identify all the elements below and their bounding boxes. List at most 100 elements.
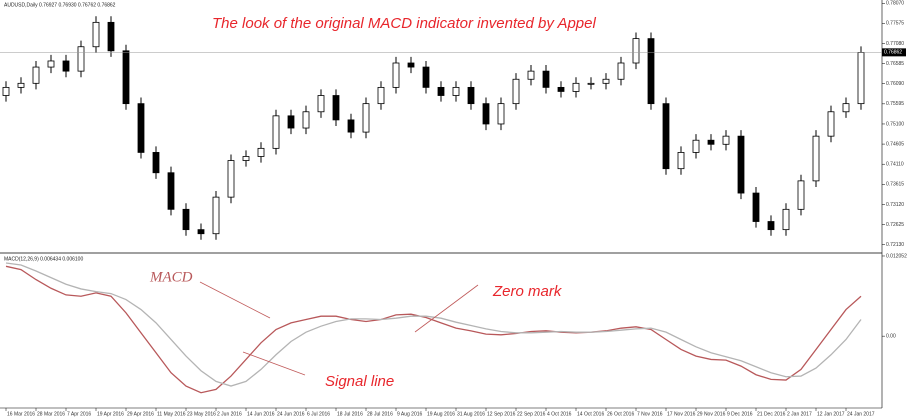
x-tick-label: 19 Aug 2016 <box>427 411 455 417</box>
x-tick-label: 9 Dec 2016 <box>727 411 753 417</box>
candle-body <box>242 156 250 161</box>
candle-body <box>797 180 805 210</box>
y-tick-label: 0.77080 <box>886 41 904 47</box>
candle-body <box>137 103 145 153</box>
candle-body <box>707 139 715 145</box>
candle-body <box>782 208 790 231</box>
y-tick-label: 0.73120 <box>886 202 904 208</box>
candle-body <box>107 21 115 52</box>
candle-body <box>47 60 55 68</box>
x-tick-label: 17 Nov 2016 <box>667 411 696 417</box>
candle-body <box>617 62 625 80</box>
candle-body <box>452 86 460 96</box>
x-tick-label: 2 Jan 2017 <box>787 411 812 417</box>
candle-body <box>437 86 445 96</box>
candle-body <box>632 38 640 64</box>
candle-body <box>197 229 205 235</box>
annotation-zero: Zero mark <box>492 283 563 300</box>
y-tick-label: 0.72130 <box>886 242 904 248</box>
y-tick-label: 0.74605 <box>886 141 904 147</box>
x-tick-label: 11 May 2016 <box>157 411 186 417</box>
x-tick-label: 2 Jun 2016 <box>217 411 242 417</box>
x-tick-label: 14 Oct 2016 <box>577 411 604 417</box>
candle-body <box>212 196 220 235</box>
candle-body <box>2 86 10 96</box>
y-tick-label: 0.73615 <box>886 182 904 188</box>
candle-body <box>527 70 535 80</box>
candle-body <box>827 111 835 137</box>
y-tick-label: 0.75100 <box>886 121 904 127</box>
candle-body <box>347 119 355 133</box>
candle-body <box>422 66 430 88</box>
candle-body <box>32 66 40 84</box>
candle-body <box>287 115 295 129</box>
arrow-macd <box>199 281 271 319</box>
x-tick-label: 16 Mar 2016 <box>7 411 35 417</box>
candle-body <box>317 95 325 113</box>
x-tick-label: 18 Jul 2016 <box>337 411 363 417</box>
x-tick-label: 24 Jan 2017 <box>847 411 875 417</box>
candle-body <box>857 52 865 105</box>
candle-body <box>227 160 235 198</box>
candle-body <box>722 135 730 145</box>
candle-body <box>302 111 310 129</box>
y-tick-label: 0.72625 <box>886 222 904 228</box>
candle-body <box>257 147 265 157</box>
candle-body <box>647 38 655 105</box>
price-header: AUDUSD,Daily 0.76927 0.76930 0.76762 0.7… <box>4 2 116 8</box>
x-tick-label: 4 Oct 2016 <box>547 411 572 417</box>
candle-body <box>407 62 415 68</box>
candle-body <box>737 135 745 194</box>
candle-body <box>167 172 175 210</box>
y-tick-label: 0.77575 <box>886 21 904 27</box>
x-tick-label: 21 Dec 2016 <box>757 411 786 417</box>
x-tick-label: 12 Jan 2017 <box>817 411 845 417</box>
x-tick-label: 28 Jul 2016 <box>367 411 393 417</box>
macd-header: MACD(12,26,9) 0.006434 0.006100 <box>4 256 83 262</box>
y-tick-label: 0.00 <box>886 333 896 339</box>
y-tick-label: 0.78070 <box>886 1 904 7</box>
candle-body <box>497 103 505 125</box>
candle-body <box>692 139 700 153</box>
candle-body <box>152 152 160 174</box>
annotation-signal: Signal line <box>325 373 394 390</box>
series-line <box>5 265 862 394</box>
arrow-signal <box>242 351 306 376</box>
y-tick-label: 0.012052 <box>886 253 907 259</box>
annotation-macd: MACD <box>149 269 193 285</box>
last-price-box <box>882 48 906 57</box>
candle-body <box>602 78 610 84</box>
y-tick-label: 0.75595 <box>886 101 904 107</box>
x-tick-label: 24 Jun 2016 <box>277 411 305 417</box>
x-tick-label: 23 May 2016 <box>187 411 216 417</box>
last-price-label: 0.76862 <box>884 50 902 56</box>
candle-body <box>767 221 775 231</box>
candle-body <box>752 192 760 222</box>
candle-body <box>272 115 280 149</box>
x-tick-label: 14 Jun 2016 <box>247 411 275 417</box>
x-tick-label: 31 Aug 2016 <box>457 411 485 417</box>
x-tick-label: 19 Apr 2016 <box>97 411 124 417</box>
candle-body <box>17 82 25 88</box>
candle-body <box>482 103 490 125</box>
y-tick-label: 0.74110 <box>886 162 904 168</box>
candle-body <box>812 135 820 182</box>
candle-body <box>662 103 670 170</box>
candle-body <box>512 78 520 105</box>
x-tick-label: 9 Aug 2016 <box>397 411 423 417</box>
candle-body <box>572 82 580 92</box>
chart-title: The look of the original MACD indicator … <box>212 15 596 32</box>
y-tick-label: 0.76585 <box>886 61 904 67</box>
candle-body <box>362 103 370 133</box>
candle-body <box>77 46 85 72</box>
x-tick-label: 28 Mar 2016 <box>37 411 65 417</box>
candle-body <box>392 62 400 88</box>
candle-body <box>377 86 385 105</box>
candle-body <box>122 50 130 105</box>
x-tick-label: 22 Sep 2016 <box>517 411 546 417</box>
candle-body <box>182 208 190 231</box>
candle-body <box>62 60 70 72</box>
x-tick-label: 26 Oct 2016 <box>607 411 634 417</box>
candle-body <box>677 152 685 170</box>
